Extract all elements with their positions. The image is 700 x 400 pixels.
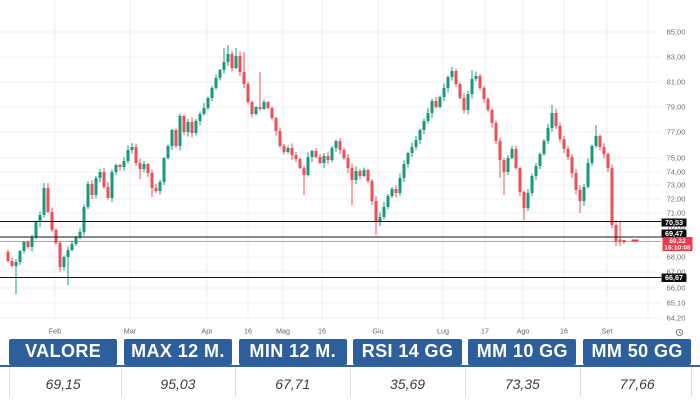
svg-text:71,00: 71,00 — [667, 209, 686, 218]
svg-text:66,00: 66,00 — [667, 284, 686, 293]
svg-text:85,00: 85,00 — [667, 28, 686, 37]
svg-text:69,22: 69,22 — [669, 238, 686, 245]
svg-text:Set: Set — [602, 326, 613, 335]
svg-text:77,00: 77,00 — [667, 128, 686, 137]
svg-text:70,00: 70,00 — [667, 223, 686, 232]
svg-text:83,00: 83,00 — [667, 53, 686, 62]
svg-text:79,00: 79,00 — [667, 103, 686, 112]
svg-text:Apr: Apr — [201, 326, 213, 335]
svg-text:65,10: 65,10 — [667, 299, 686, 308]
svg-text:73,00: 73,00 — [667, 181, 686, 190]
svg-text:16: 16 — [244, 326, 252, 335]
svg-text:16: 16 — [318, 326, 326, 335]
svg-text:72,00: 72,00 — [667, 195, 686, 204]
svg-text:81,00: 81,00 — [667, 78, 686, 87]
svg-text:17: 17 — [481, 326, 489, 335]
svg-text:16: 16 — [560, 326, 568, 335]
svg-text:Mag: Mag — [276, 326, 290, 335]
svg-text:Mar: Mar — [124, 326, 137, 335]
svg-text:75,00: 75,00 — [667, 154, 686, 163]
svg-text:67,00: 67,00 — [667, 268, 686, 277]
svg-text:68,00: 68,00 — [667, 253, 686, 262]
svg-text:70,53: 70,53 — [665, 218, 683, 227]
svg-text:64,20: 64,20 — [667, 314, 686, 323]
svg-text:Feb: Feb — [49, 326, 61, 335]
svg-text:66,67: 66,67 — [665, 273, 683, 282]
svg-text:16:10:08: 16:10:08 — [664, 245, 691, 252]
svg-text:Ago: Ago — [517, 326, 530, 335]
svg-text:Giu: Giu — [372, 326, 383, 335]
svg-text:69,47: 69,47 — [665, 229, 683, 238]
svg-text:74,00: 74,00 — [667, 168, 686, 177]
svg-text:Lug: Lug — [437, 326, 449, 335]
